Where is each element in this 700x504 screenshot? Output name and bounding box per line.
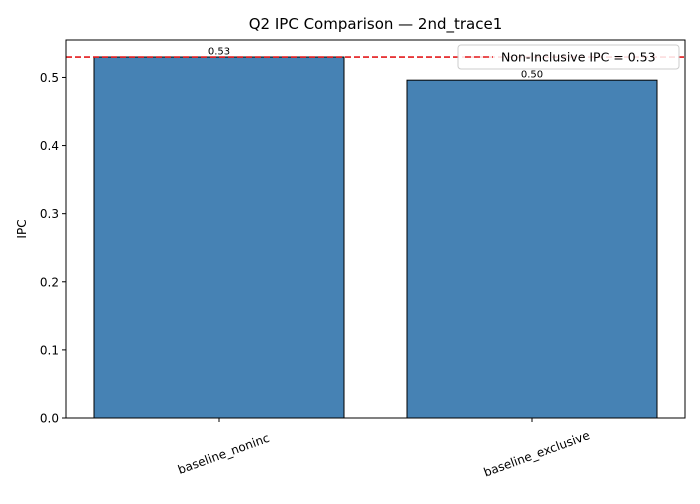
axes-frame bbox=[65, 39, 686, 419]
bars: 0.53 0.50 bbox=[93, 47, 658, 419]
bar-value-label: 0.50 bbox=[521, 70, 543, 81]
y-tick-label: 0.0 bbox=[40, 412, 59, 426]
bar bbox=[93, 56, 345, 419]
y-tick-label: 0.3 bbox=[40, 207, 59, 221]
legend-box bbox=[457, 44, 680, 70]
bar bbox=[406, 79, 658, 419]
y-tick-label: 0.1 bbox=[40, 343, 59, 357]
y-tick-label: 0.5 bbox=[40, 71, 59, 85]
plot-frame bbox=[65, 39, 686, 419]
y-axis-label: IPC bbox=[15, 219, 29, 238]
x-tick-label: baseline_exclusive bbox=[482, 428, 592, 479]
y-tick-label: 0.4 bbox=[40, 139, 59, 153]
chart-title: Q2 IPC Comparison — 2nd_trace1 bbox=[249, 15, 503, 34]
bar-value-label: 0.53 bbox=[208, 47, 230, 58]
legend-label: Non-Inclusive IPC = 0.53 bbox=[501, 50, 656, 65]
y-tick-label: 0.2 bbox=[40, 275, 59, 289]
x-tick-label: baseline_noninc bbox=[176, 431, 271, 477]
legend: Non-Inclusive IPC = 0.53 bbox=[457, 44, 680, 70]
